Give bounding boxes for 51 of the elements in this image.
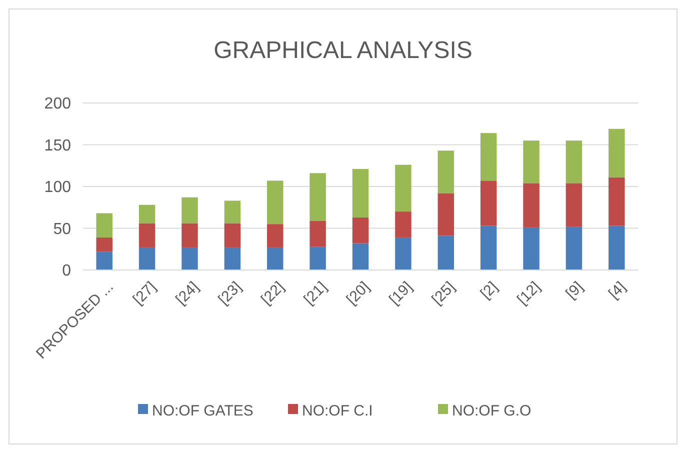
bar: [138, 204, 156, 224]
bar: [608, 177, 625, 226]
y-tick-label: 100: [44, 179, 72, 196]
y-tick-label: 50: [53, 220, 72, 238]
bar: [224, 223, 241, 248]
bar: [96, 252, 112, 270]
bar: [352, 168, 369, 218]
bar: [608, 128, 625, 178]
bar: [608, 226, 625, 270]
x-tick-label: [9]: [562, 278, 586, 302]
bar: [566, 140, 582, 184]
bar: [395, 212, 412, 238]
bar: [182, 247, 198, 270]
bar: [480, 226, 497, 270]
bar: [224, 200, 241, 224]
bar: [438, 236, 454, 270]
bar: [310, 246, 326, 270]
bar: [395, 237, 412, 270]
bar: [523, 140, 540, 184]
bar: [523, 227, 540, 270]
bar: [480, 180, 497, 226]
bar: [96, 237, 112, 252]
bar: [138, 223, 156, 248]
bar: [523, 183, 540, 228]
bar: [267, 224, 284, 248]
y-tick-label: 0: [62, 262, 72, 280]
bar: [566, 183, 582, 227]
bar: [267, 180, 284, 224]
bar: [566, 226, 582, 270]
y-tick-label: 200: [44, 96, 72, 113]
bar: [310, 173, 326, 221]
chart-title: GRAPHICAL ANALYSIS: [214, 37, 472, 64]
bar: [480, 133, 497, 181]
bar: [182, 223, 198, 248]
bar: [438, 193, 454, 236]
bar: [352, 217, 369, 244]
bar: [138, 247, 156, 270]
y-tick-label: 150: [44, 137, 72, 154]
legend-label: NO:OF G.O: [452, 402, 532, 420]
legend-label: NO:OF GATES: [152, 402, 254, 420]
legend-label: NO:OF C.I: [302, 402, 373, 420]
bar: [224, 247, 241, 270]
bar: [310, 220, 326, 247]
bar: [267, 247, 284, 270]
bar: [96, 213, 112, 238]
x-tick-label: [2]: [477, 278, 502, 302]
bar: [352, 243, 369, 270]
bar: [182, 197, 198, 224]
bar: [438, 150, 454, 194]
bar: [395, 164, 412, 212]
x-tick-label: [4]: [605, 278, 630, 302]
